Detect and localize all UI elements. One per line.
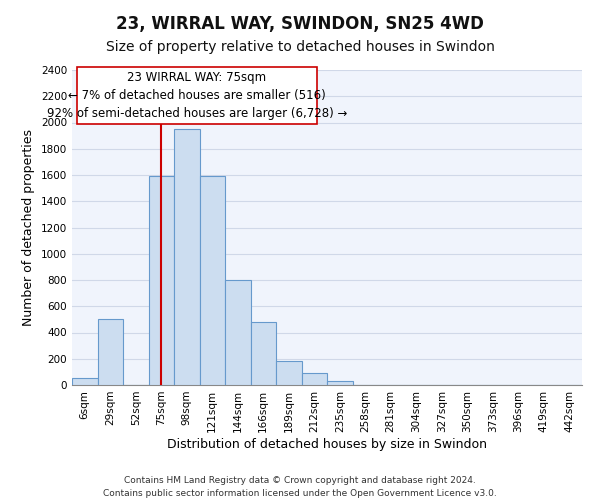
Text: 23 WIRRAL WAY: 75sqm
← 7% of detached houses are smaller (516)
92% of semi-detac: 23 WIRRAL WAY: 75sqm ← 7% of detached ho… bbox=[47, 70, 347, 120]
Bar bbox=[251, 322, 276, 385]
Bar bbox=[327, 381, 353, 385]
X-axis label: Distribution of detached houses by size in Swindon: Distribution of detached houses by size … bbox=[167, 438, 487, 450]
Y-axis label: Number of detached properties: Number of detached properties bbox=[22, 129, 35, 326]
Text: Size of property relative to detached houses in Swindon: Size of property relative to detached ho… bbox=[106, 40, 494, 54]
Bar bbox=[174, 129, 199, 385]
Text: 23, WIRRAL WAY, SWINDON, SN25 4WD: 23, WIRRAL WAY, SWINDON, SN25 4WD bbox=[116, 15, 484, 33]
Bar bbox=[97, 318, 123, 385]
Bar bbox=[149, 176, 174, 385]
Text: Contains HM Land Registry data © Crown copyright and database right 2024.
Contai: Contains HM Land Registry data © Crown c… bbox=[103, 476, 497, 498]
Bar bbox=[302, 373, 327, 385]
Bar bbox=[199, 176, 225, 385]
Bar bbox=[72, 378, 97, 385]
Bar bbox=[276, 360, 302, 385]
Bar bbox=[225, 280, 251, 385]
